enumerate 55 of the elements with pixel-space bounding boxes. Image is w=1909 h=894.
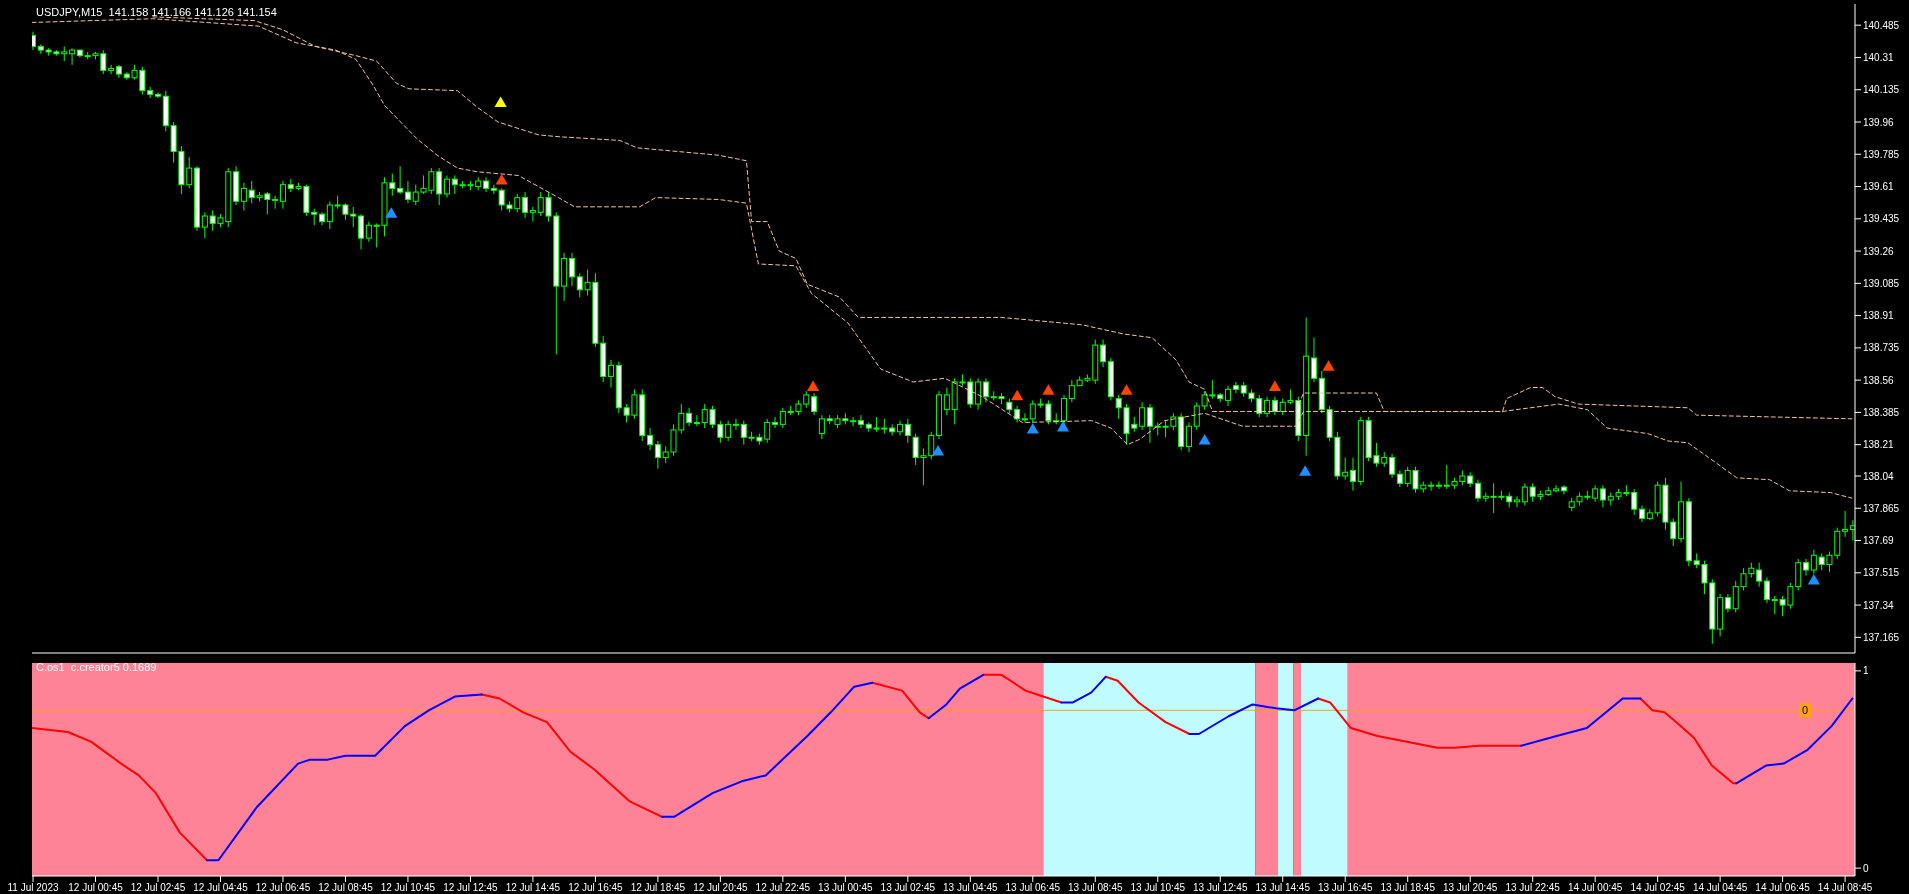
- y-tick-label: 140.31: [1863, 52, 1895, 64]
- x-tick-label: 13 Jul 22:45: [1505, 882, 1561, 894]
- y-tick-label: 139.435: [1863, 213, 1900, 225]
- x-tick-label: 12 Jul 20:45: [693, 882, 749, 894]
- y-tick-label: 140.485: [1863, 19, 1900, 31]
- y-tick-label: 1: [1863, 665, 1869, 677]
- y-tick-label: 139.085: [1863, 277, 1900, 289]
- x-tick-label: 12 Jul 12:45: [443, 882, 499, 894]
- y-tick-label: 138.735: [1863, 342, 1900, 354]
- x-tick-label: 12 Jul 22:45: [755, 882, 811, 894]
- y-tick-label: 138.56: [1863, 374, 1895, 386]
- x-tick-label: 13 Jul 12:45: [1193, 882, 1248, 894]
- y-tick-label: 138.21: [1863, 439, 1895, 451]
- x-tick-label: 13 Jul 02:45: [880, 882, 936, 894]
- x-tick-label: 14 Jul 06:45: [1755, 882, 1811, 894]
- x-tick-label: 13 Jul 16:45: [1317, 882, 1373, 894]
- x-tick-label: 12 Jul 04:45: [193, 882, 249, 894]
- x-tick-label: 13 Jul 20:45: [1442, 882, 1498, 894]
- x-tick-label: 12 Jul 18:45: [630, 882, 686, 894]
- x-tick-label: 13 Jul 10:45: [1130, 882, 1186, 894]
- y-tick-label: 137.69: [1863, 535, 1895, 547]
- y-tick-label: 137.165: [1863, 631, 1900, 643]
- x-tick-label: 12 Jul 02:45: [130, 882, 186, 894]
- x-tick-label: 13 Jul 18:45: [1380, 882, 1436, 894]
- x-tick-label: 14 Jul 08:45: [1817, 882, 1873, 894]
- y-tick-label: 139.785: [1863, 148, 1900, 160]
- y-tick-label: 137.515: [1863, 567, 1900, 579]
- x-tick-label: 14 Jul 04:45: [1692, 882, 1748, 894]
- x-tick-label: 13 Jul 00:45: [818, 882, 874, 894]
- y-tick-label: 0: [1863, 862, 1869, 874]
- x-tick-label: 14 Jul 02:45: [1630, 882, 1686, 894]
- x-tick-label: 13 Jul 06:45: [1005, 882, 1061, 894]
- y-tick-label: 138.385: [1863, 406, 1900, 418]
- y-tick-label: 138.91: [1863, 310, 1895, 322]
- y-tick-label: 137.34: [1863, 599, 1895, 611]
- y-tick-label: 139.61: [1863, 181, 1895, 193]
- chart-title: USDJPY,M15 141.158 141.166 141.126 141.154: [36, 6, 277, 18]
- x-tick-label: 12 Jul 06:45: [255, 882, 311, 894]
- x-tick-label: 13 Jul 08:45: [1068, 882, 1123, 894]
- x-tick-label: 14 Jul 00:45: [1567, 882, 1623, 894]
- y-tick-label: 137.865: [1863, 502, 1900, 514]
- y-tick-label: 140.135: [1863, 84, 1900, 96]
- x-tick-label: 12 Jul 08:45: [318, 882, 374, 894]
- x-tick-label: 13 Jul 04:45: [943, 882, 998, 894]
- annotation: 0: [1801, 704, 1809, 717]
- x-tick-label: 12 Jul 16:45: [568, 882, 624, 894]
- x-tick-label: 12 Jul 10:45: [380, 882, 436, 894]
- x-tick-label: 12 Jul 00:45: [68, 882, 124, 894]
- x-tick-label: 11 Jul 2023: [7, 882, 59, 894]
- x-tick-label: 12 Jul 14:45: [505, 882, 561, 894]
- x-tick-label: 13 Jul 14:45: [1255, 882, 1311, 894]
- y-tick-label: 139.96: [1863, 116, 1895, 128]
- y-tick-label: 138.04: [1863, 470, 1895, 482]
- y-tick-label: 139.26: [1863, 245, 1895, 257]
- chart-title: C.os1 c.creator5 0.1689: [36, 661, 157, 673]
